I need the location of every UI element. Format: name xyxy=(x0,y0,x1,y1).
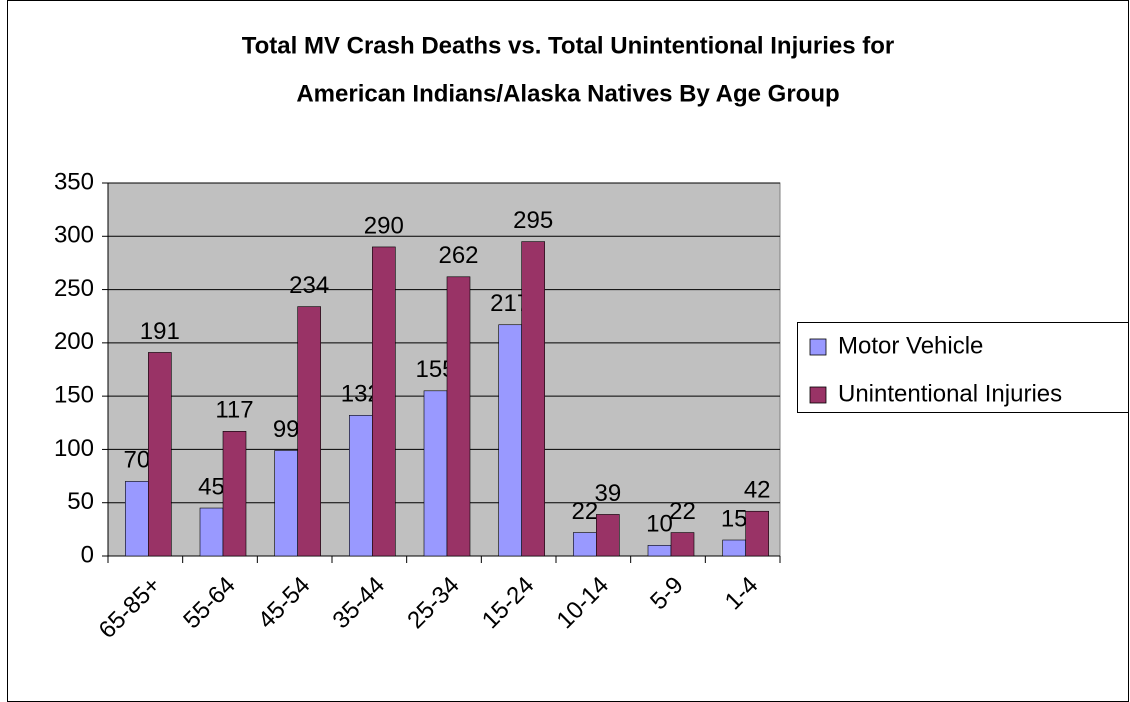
bar xyxy=(596,514,620,557)
bar xyxy=(222,431,247,557)
chart-title: American Indians/Alaska Natives By Age G… xyxy=(296,80,839,107)
bar xyxy=(199,507,224,557)
bar xyxy=(349,415,373,557)
legend-swatch xyxy=(809,338,827,356)
bar xyxy=(521,241,545,557)
bar xyxy=(573,532,597,557)
data-label: 70 xyxy=(123,447,150,474)
data-label: 99 xyxy=(273,416,300,443)
y-tick-label: 0 xyxy=(81,541,94,568)
y-tick-label: 150 xyxy=(54,381,94,408)
y-tick-label: 350 xyxy=(54,168,94,195)
bar xyxy=(722,539,746,557)
bar xyxy=(297,306,321,557)
bar xyxy=(498,324,522,557)
data-label: 234 xyxy=(289,272,329,299)
data-label: 191 xyxy=(140,318,180,345)
data-label: 42 xyxy=(744,477,771,504)
data-label: 15 xyxy=(721,505,748,532)
chart-title: Total MV Crash Deaths vs. Total Unintent… xyxy=(242,32,895,59)
y-tick-label: 250 xyxy=(54,275,94,302)
bar xyxy=(745,510,769,557)
data-label: 295 xyxy=(513,207,553,234)
bar xyxy=(274,450,298,557)
data-label: 22 xyxy=(571,498,598,525)
data-label: 22 xyxy=(669,498,696,525)
bar xyxy=(423,390,448,557)
bar xyxy=(670,532,695,557)
bar xyxy=(125,481,149,557)
bar xyxy=(446,276,471,557)
bar xyxy=(148,352,172,557)
data-label: 290 xyxy=(364,212,404,239)
y-tick-label: 200 xyxy=(54,328,94,355)
legend-label: Motor Vehicle xyxy=(838,332,983,359)
y-tick-label: 300 xyxy=(54,222,94,249)
legend-swatch xyxy=(809,386,827,404)
data-label: 10 xyxy=(646,511,673,538)
y-tick-label: 100 xyxy=(54,435,94,462)
data-label: 39 xyxy=(594,480,621,507)
data-label: 262 xyxy=(438,242,478,269)
data-label: 117 xyxy=(215,397,253,424)
bar xyxy=(647,545,672,557)
legend-label: Unintentional Injuries xyxy=(838,380,1062,407)
data-label: 45 xyxy=(198,473,225,500)
legend xyxy=(797,322,1129,413)
bar xyxy=(372,246,396,557)
y-tick-label: 50 xyxy=(67,488,94,515)
